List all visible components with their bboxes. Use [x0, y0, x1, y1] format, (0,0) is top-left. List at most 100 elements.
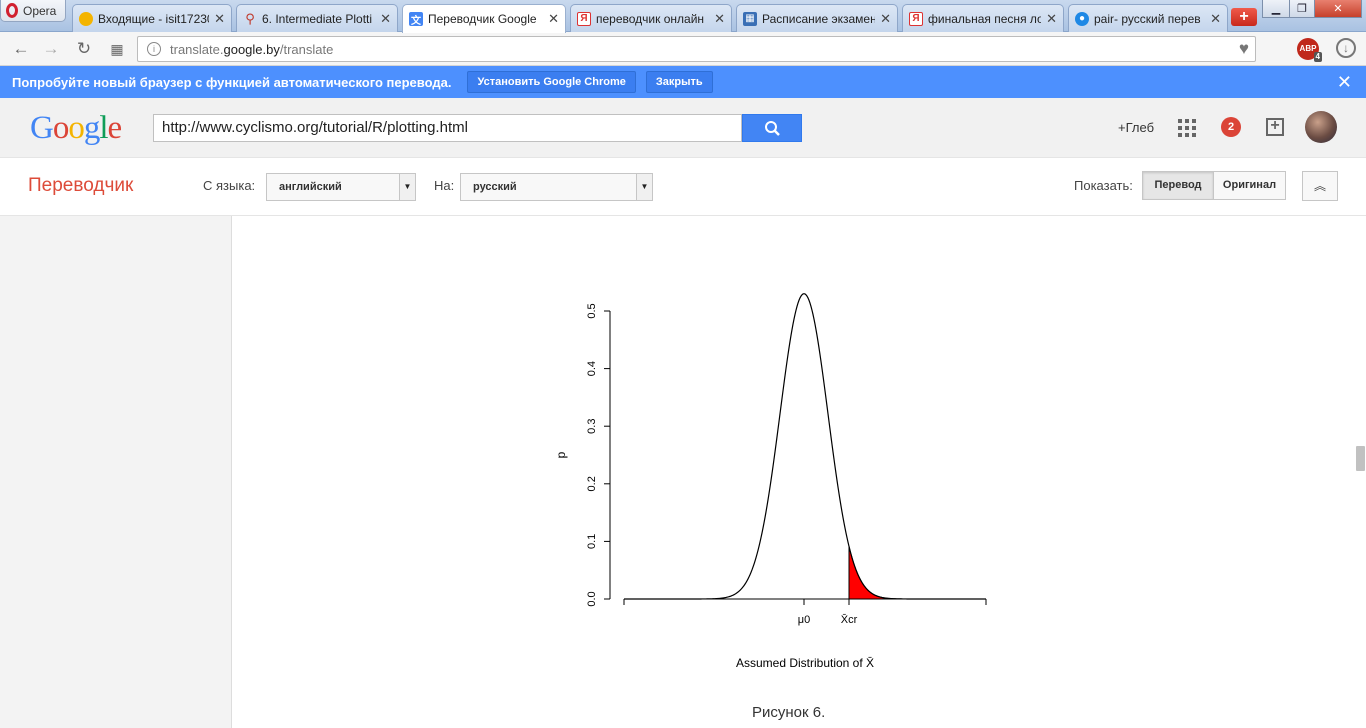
- speed-dial-icon[interactable]: ▦: [110, 41, 124, 57]
- download-icon[interactable]: ↓: [1336, 38, 1356, 58]
- close-tab-icon[interactable]: ✕: [1046, 10, 1057, 26]
- show-label: Показать:: [1074, 178, 1133, 193]
- new-tab-button[interactable]: +: [1231, 8, 1257, 26]
- tab-strip: Opera Входящие - isit17230 ✕ ⚲ 6. Interm…: [0, 0, 1366, 33]
- from-language-label: С языка:: [203, 178, 256, 193]
- close-tab-icon[interactable]: ✕: [880, 10, 891, 26]
- mail-icon: [79, 11, 93, 26]
- avatar[interactable]: [1305, 111, 1337, 143]
- tab-title: pair- русский перев: [1094, 11, 1201, 26]
- back-icon[interactable]: ←: [12, 39, 30, 58]
- show-translation-button[interactable]: Перевод: [1142, 171, 1214, 200]
- yandex-icon: Я: [909, 11, 923, 26]
- adblock-count: 4: [1313, 52, 1322, 62]
- reload-icon[interactable]: ↻: [76, 39, 92, 58]
- user-name-link[interactable]: +Глеб: [1118, 120, 1155, 135]
- logo-letter: g: [83, 110, 100, 146]
- collapse-toolbar-button[interactable]: ︽: [1302, 171, 1338, 201]
- close-tab-icon[interactable]: ✕: [714, 10, 725, 26]
- url-prefix: translate.: [170, 41, 224, 57]
- adblock-icon[interactable]: ABP 4: [1297, 38, 1322, 62]
- density-curve: [624, 293, 986, 600]
- y-tick-label: 0.2: [586, 476, 598, 491]
- to-language-select[interactable]: русский ▼: [460, 173, 653, 201]
- schedule-icon: ▦: [743, 11, 757, 26]
- y-tick-label: 0.4: [586, 361, 598, 376]
- yandex-icon: Я: [577, 11, 591, 26]
- translator-title[interactable]: Переводчик: [28, 175, 134, 196]
- tab-title: переводчик онлайн: [596, 11, 705, 26]
- tab-cyclismo[interactable]: ⚲ 6. Intermediate Plotti ✕: [236, 4, 398, 32]
- y-tick-label: 0.1: [586, 534, 598, 549]
- chevron-down-icon: ▼: [636, 174, 652, 200]
- google-header: Google http://www.cyclismo.org/tutorial/…: [0, 98, 1366, 158]
- search-icon: [765, 121, 780, 136]
- google-logo[interactable]: Google: [30, 110, 123, 147]
- close-tab-icon[interactable]: ✕: [1210, 10, 1221, 26]
- logo-letter: G: [30, 110, 54, 146]
- window-close-button[interactable]: ✕: [1314, 0, 1362, 18]
- close-tab-icon[interactable]: ✕: [548, 11, 559, 26]
- scrollbar-thumb[interactable]: [1356, 446, 1365, 471]
- figure-caption: Рисунок 6.: [752, 704, 826, 721]
- show-original-button[interactable]: Оригинал: [1213, 171, 1286, 200]
- adblock-label: ABP: [1299, 44, 1317, 53]
- logo-letter: o: [68, 110, 84, 146]
- notifications-badge[interactable]: 2: [1221, 117, 1241, 137]
- chart-svg: 0.0 0.1 0.2 0.3 0.4 0.5 p μ0 X̄cr Assumed Distrib…: [554, 293, 987, 670]
- from-language-value: английский: [279, 181, 342, 193]
- translate-icon: 文: [409, 12, 423, 27]
- logo-letter: o: [52, 110, 69, 146]
- opera-logo-icon: [6, 3, 18, 18]
- x-tick-label-mu0: μ0: [798, 614, 810, 626]
- tab-title: финальная песня ло: [928, 11, 1042, 26]
- to-language-label: На:: [434, 178, 455, 193]
- maximize-button[interactable]: ❐: [1289, 0, 1315, 18]
- url-host: google.by: [223, 41, 280, 57]
- y-axis-label: p: [554, 451, 568, 458]
- tab-title: 6. Intermediate Plotti: [262, 11, 373, 26]
- tab-google-translate[interactable]: 文 Переводчик Google ✕: [402, 4, 566, 33]
- cyclismo-icon: ⚲: [245, 10, 255, 26]
- opera-menu-button[interactable]: Opera: [0, 0, 66, 22]
- banner-close-icon[interactable]: ✕: [1336, 72, 1352, 92]
- x-axis-label: Assumed Distribution of X̄: [736, 656, 874, 670]
- tab-exam-schedule[interactable]: ▦ Расписание экзамен ✕: [736, 4, 898, 32]
- forward-icon[interactable]: →: [42, 39, 60, 58]
- y-tick-label: 0.3: [586, 419, 598, 434]
- tab-dictionary[interactable]: ● pair- русский перев ✕: [1068, 4, 1228, 32]
- address-field[interactable]: i translate. google.by/translate ♥: [137, 36, 1256, 62]
- chrome-promo-banner: Попробуйте новый браузер с функцией авто…: [0, 66, 1366, 98]
- distribution-chart: 0.0 0.1 0.2 0.3 0.4 0.5 p μ0 X̄cr Assumed Distrib…: [540, 280, 1010, 680]
- search-input[interactable]: http://www.cyclismo.org/tutorial/R/plott…: [153, 114, 742, 142]
- from-language-select[interactable]: английский ▼: [266, 173, 416, 201]
- close-banner-button[interactable]: Закрыть: [645, 71, 713, 93]
- address-toolbar: ← → ↻ ▦ i translate. google.by/translate …: [0, 32, 1366, 66]
- x-tick-label-xcr: X̄cr: [841, 613, 858, 626]
- tab-title: Расписание экзамен: [762, 11, 876, 26]
- chevron-down-icon: ▼: [399, 174, 415, 200]
- logo-letter: l: [99, 110, 108, 146]
- tab-title: Входящие - isit17230: [98, 11, 210, 26]
- tab-gmail[interactable]: Входящие - isit17230 ✕: [72, 4, 232, 32]
- opera-menu-label: Opera: [23, 3, 57, 18]
- left-sidebar: [0, 216, 232, 728]
- translate-toolbar: Переводчик С языка: английский ▼ На: рус…: [0, 158, 1366, 216]
- bookmark-heart-icon[interactable]: ♥: [1238, 39, 1249, 58]
- banner-message: Попробуйте новый браузер с функцией авто…: [12, 74, 452, 90]
- apps-grid-icon[interactable]: [1178, 119, 1196, 137]
- tab-yandex-song[interactable]: Я финальная песня ло ✕: [902, 4, 1064, 32]
- tab-yandex-translator[interactable]: Я переводчик онлайн ✕: [570, 4, 732, 32]
- share-plus-icon[interactable]: +: [1266, 118, 1284, 136]
- search-button[interactable]: [742, 114, 802, 142]
- y-tick-label: 0.0: [586, 591, 598, 606]
- url-path: /translate: [279, 41, 334, 57]
- tab-title: Переводчик Google: [428, 12, 537, 26]
- logo-letter: e: [107, 110, 123, 146]
- close-tab-icon[interactable]: ✕: [214, 10, 225, 26]
- minimize-button[interactable]: ▁: [1262, 0, 1290, 18]
- page-info-icon[interactable]: i: [147, 42, 161, 56]
- dictionary-icon: ●: [1075, 11, 1089, 26]
- close-tab-icon[interactable]: ✕: [380, 10, 391, 26]
- install-chrome-button[interactable]: Установить Google Chrome: [467, 71, 636, 93]
